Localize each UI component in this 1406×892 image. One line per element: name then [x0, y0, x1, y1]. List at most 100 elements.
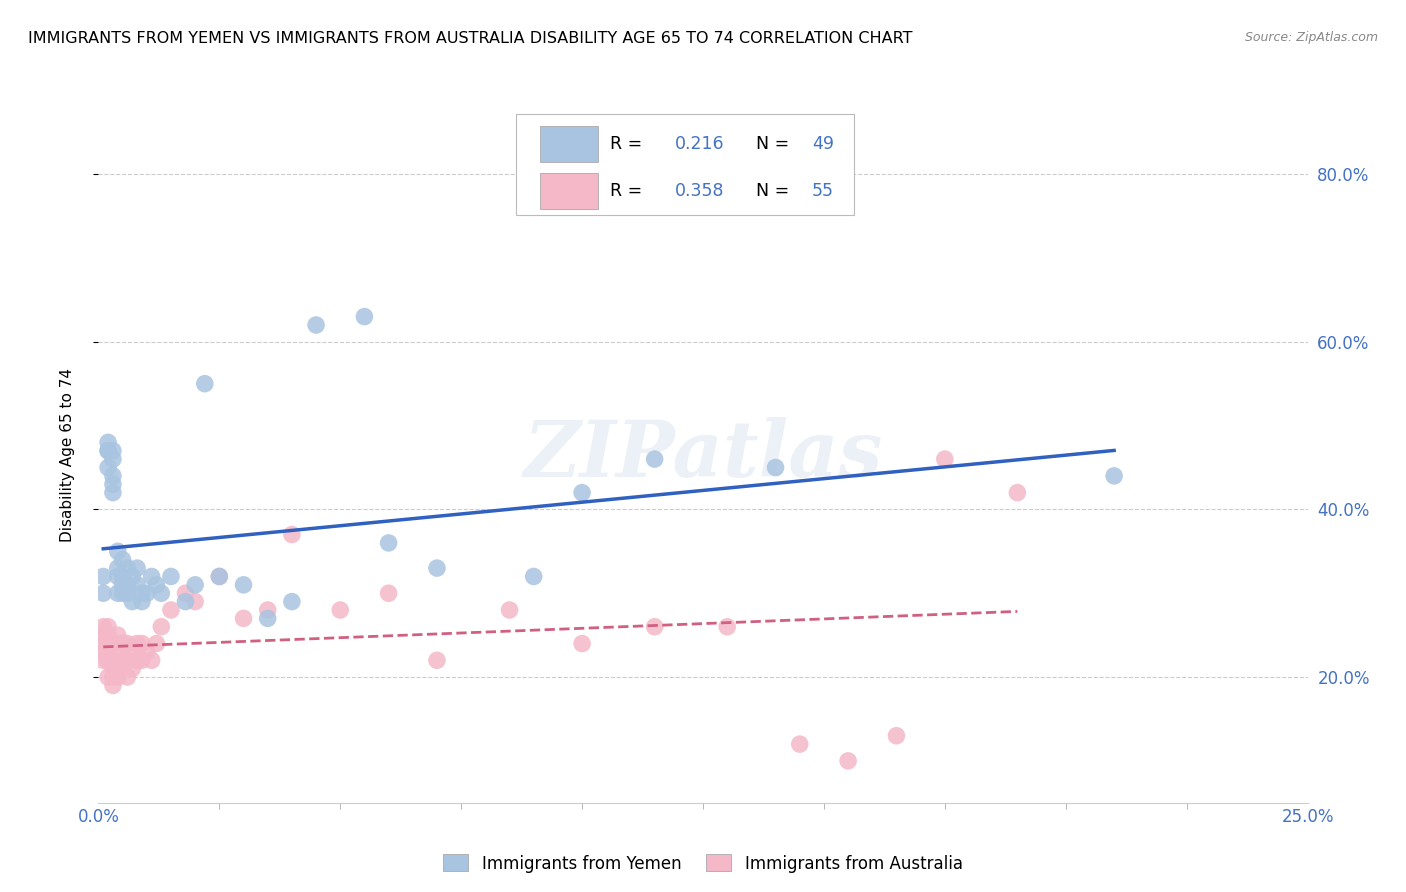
Point [101, 468, 124, 483]
Point [117, 636, 139, 650]
Point [107, 586, 129, 600]
Point [121, 645, 143, 659]
Text: R =: R = [610, 135, 648, 153]
Point [145, 636, 167, 650]
Point [101, 636, 124, 650]
Point [91, 636, 114, 650]
Point [377, 586, 399, 600]
Point [107, 662, 129, 676]
Point [111, 636, 134, 650]
Point [208, 569, 231, 583]
Point [97, 636, 120, 650]
Point [281, 527, 304, 541]
Point [426, 653, 449, 667]
Point [97, 435, 120, 450]
Point [1102, 468, 1125, 483]
Point [765, 460, 787, 475]
Point [194, 376, 217, 391]
Point [101, 485, 124, 500]
Point [107, 645, 129, 659]
Point [97, 460, 120, 475]
Text: N =: N = [745, 182, 794, 200]
Point [101, 678, 124, 692]
Point [886, 729, 908, 743]
Point [101, 670, 124, 684]
Point [127, 578, 149, 592]
Text: 49: 49 [811, 135, 834, 153]
Point [111, 653, 134, 667]
Point [305, 318, 328, 332]
Point [571, 485, 593, 500]
Point [97, 653, 120, 667]
Point [111, 586, 134, 600]
Point [91, 569, 114, 583]
Point [184, 594, 207, 608]
Point [131, 586, 153, 600]
Text: 0.358: 0.358 [675, 182, 724, 200]
Point [644, 620, 666, 634]
FancyBboxPatch shape [540, 126, 598, 161]
Point [174, 594, 197, 608]
Point [117, 670, 139, 684]
Text: ZIPatlas: ZIPatlas [523, 417, 883, 493]
Point [117, 586, 139, 600]
Point [934, 452, 956, 467]
Point [127, 653, 149, 667]
Point [111, 552, 134, 566]
Point [141, 653, 163, 667]
Point [377, 536, 399, 550]
Point [184, 578, 207, 592]
Point [91, 653, 114, 667]
Point [91, 645, 114, 659]
Point [101, 443, 124, 458]
Legend: Immigrants from Yemen, Immigrants from Australia: Immigrants from Yemen, Immigrants from A… [437, 847, 969, 880]
Point [121, 594, 143, 608]
Point [111, 662, 134, 676]
Point [97, 620, 120, 634]
Point [131, 636, 153, 650]
Point [329, 603, 352, 617]
Point [117, 578, 139, 592]
Point [111, 578, 134, 592]
Point [131, 594, 153, 608]
Point [174, 586, 197, 600]
Point [91, 628, 114, 642]
Point [97, 670, 120, 684]
Point [101, 452, 124, 467]
Point [160, 603, 183, 617]
FancyBboxPatch shape [540, 173, 598, 209]
Point [523, 569, 546, 583]
Point [117, 653, 139, 667]
Point [208, 569, 231, 583]
Text: IMMIGRANTS FROM YEMEN VS IMMIGRANTS FROM AUSTRALIA DISABILITY AGE 65 TO 74 CORRE: IMMIGRANTS FROM YEMEN VS IMMIGRANTS FROM… [28, 31, 912, 46]
Point [256, 611, 278, 625]
Point [837, 754, 859, 768]
Point [141, 569, 163, 583]
Point [353, 310, 375, 324]
Point [101, 653, 124, 667]
Point [1007, 485, 1029, 500]
Text: 55: 55 [811, 182, 834, 200]
Point [111, 569, 134, 583]
Point [232, 611, 254, 625]
Point [644, 452, 666, 467]
Point [789, 737, 811, 751]
Point [97, 628, 120, 642]
Point [150, 620, 173, 634]
Point [281, 594, 304, 608]
Text: N =: N = [745, 135, 794, 153]
Point [498, 603, 520, 617]
Point [91, 586, 114, 600]
Point [135, 645, 157, 659]
Point [145, 578, 167, 592]
Point [101, 477, 124, 491]
Text: R =: R = [610, 182, 648, 200]
Point [97, 645, 120, 659]
Point [131, 653, 153, 667]
Point [127, 636, 149, 650]
Text: 0.216: 0.216 [675, 135, 725, 153]
Point [97, 443, 120, 458]
Point [150, 586, 173, 600]
Point [232, 578, 254, 592]
Point [121, 569, 143, 583]
